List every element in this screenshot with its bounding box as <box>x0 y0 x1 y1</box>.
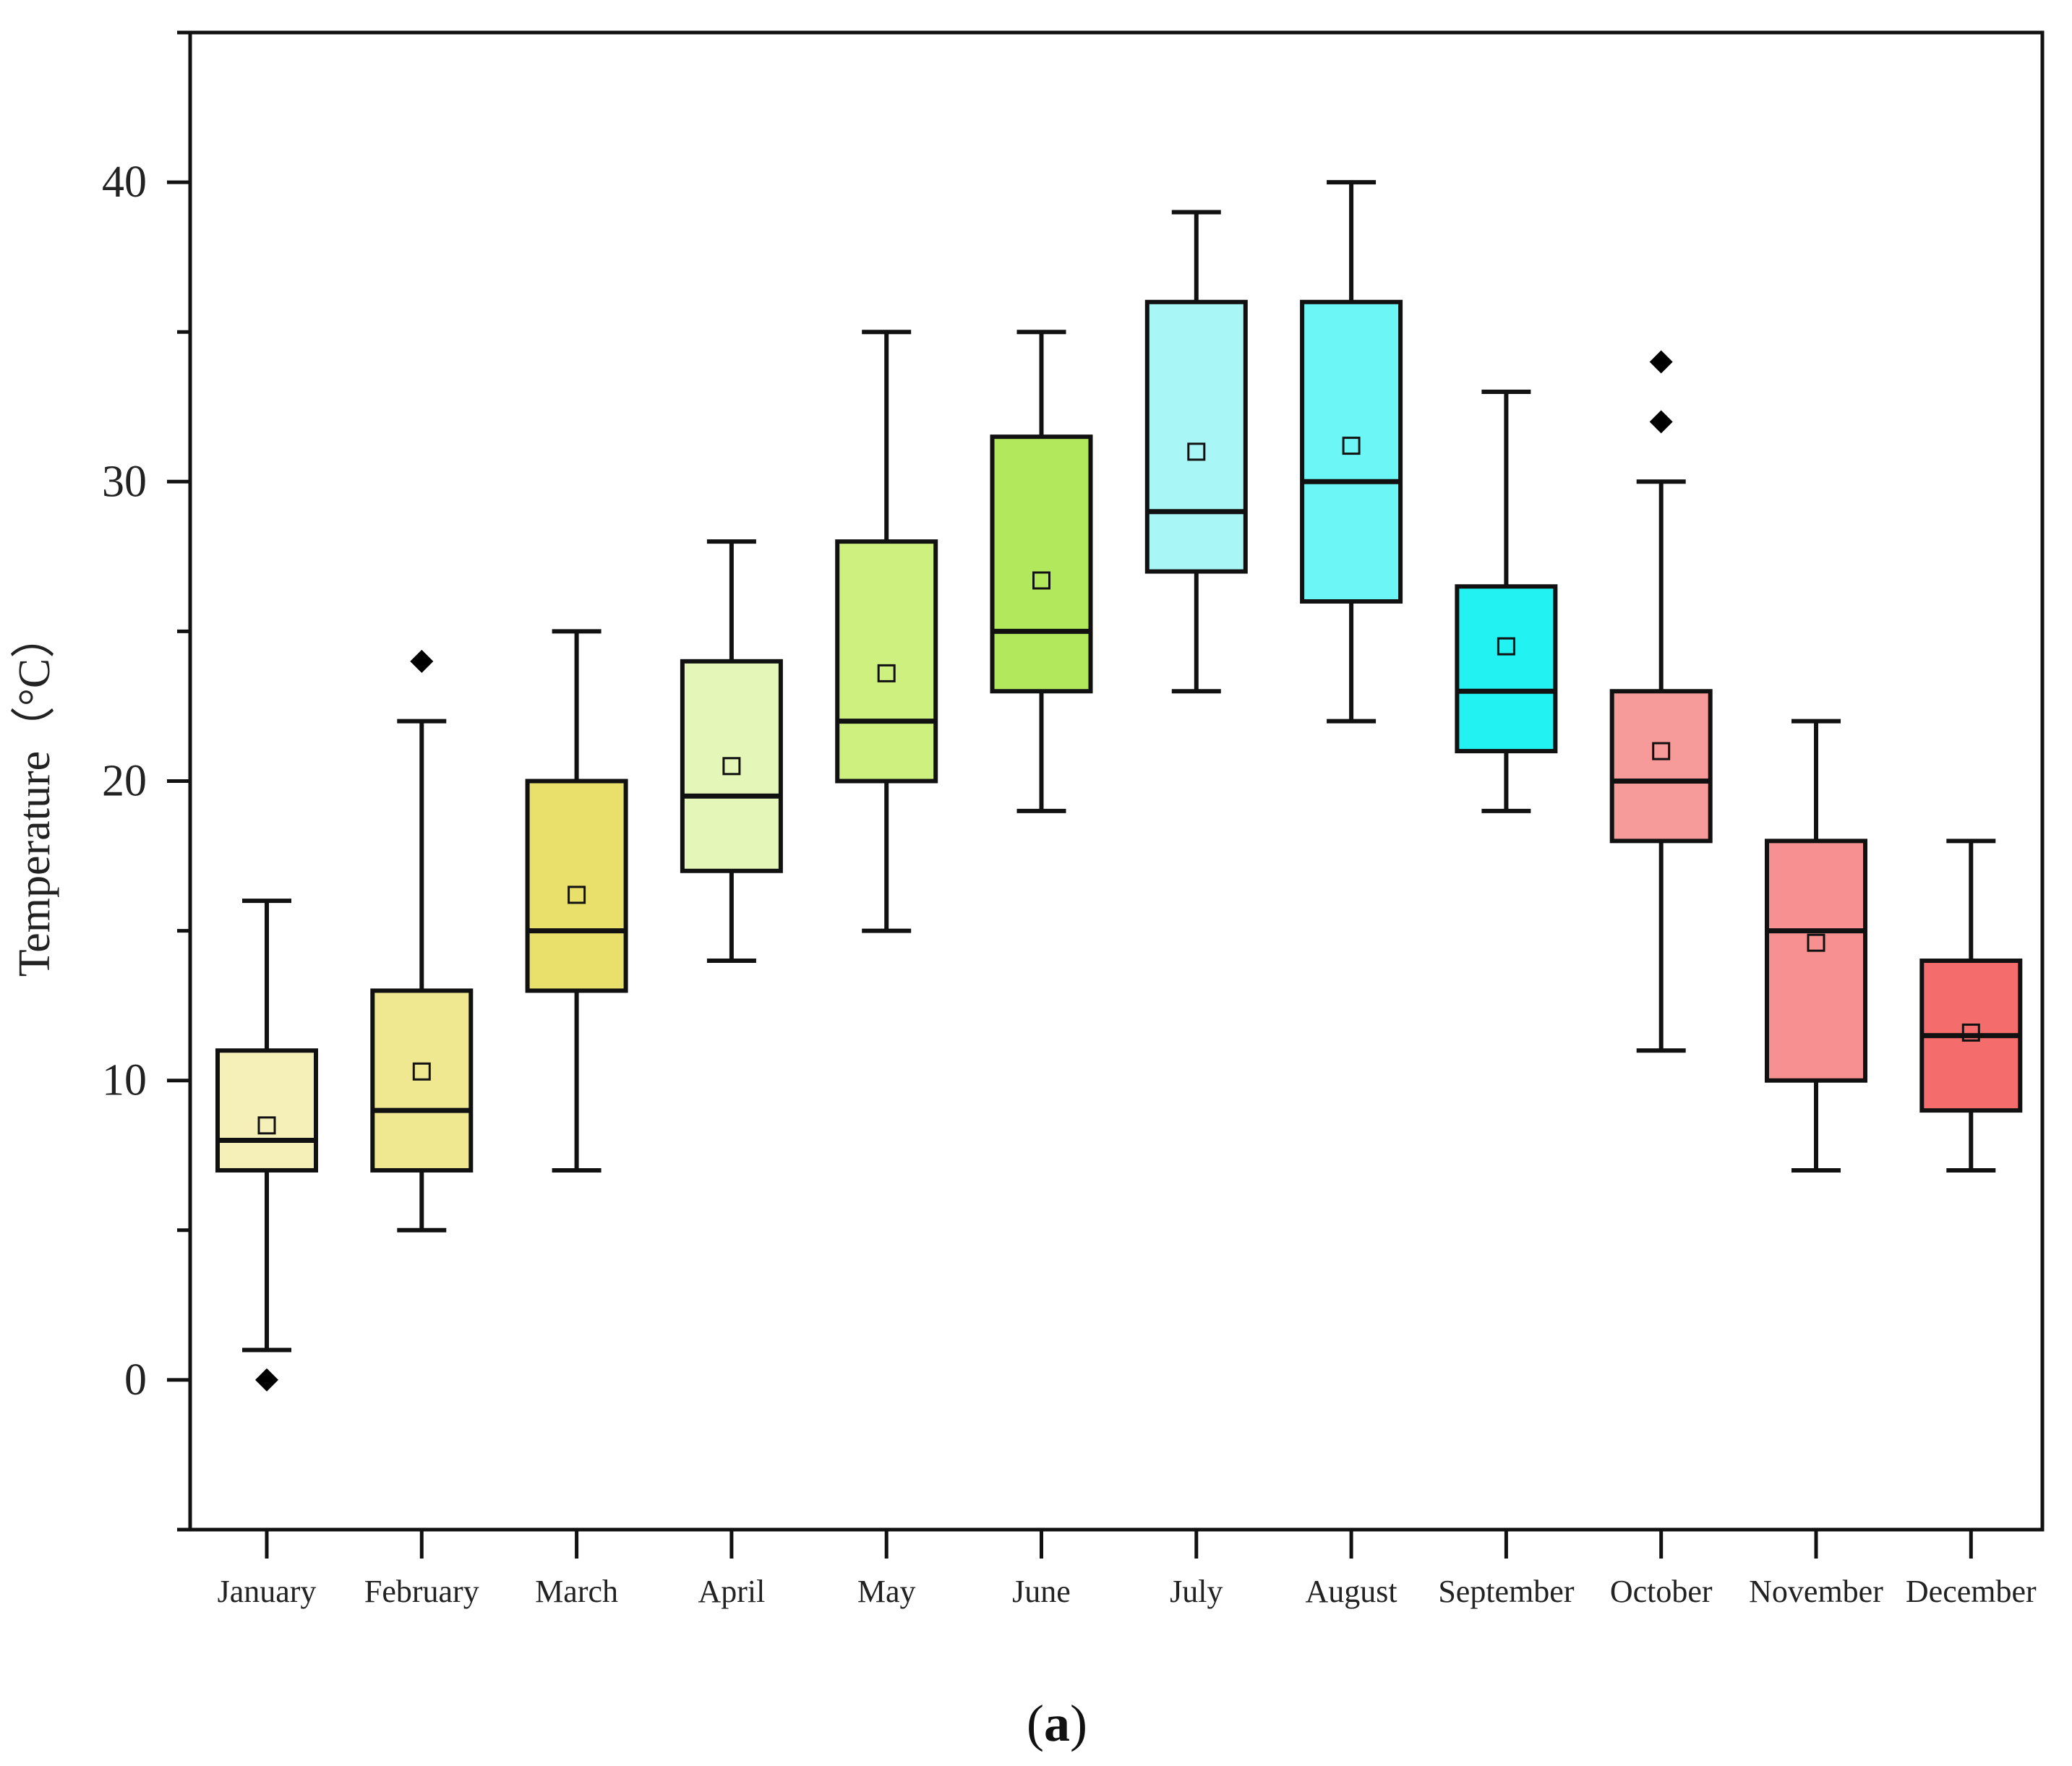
y-tick-label: 40 <box>102 158 147 207</box>
mean-marker <box>1187 442 1206 461</box>
x-tick-label: December <box>1906 1574 2037 1609</box>
plot-frame <box>188 30 2045 1532</box>
x-tick-label: June <box>1012 1574 1071 1609</box>
box-group-january <box>215 899 318 1392</box>
iqr-box <box>1765 839 1867 1083</box>
x-tick-label: July <box>1170 1574 1223 1609</box>
y-tick-label: 20 <box>102 757 147 806</box>
iqr-box <box>680 659 783 873</box>
mean-marker <box>1652 742 1671 760</box>
x-tick-label: September <box>1438 1574 1575 1609</box>
mean-marker <box>877 664 896 682</box>
mean-marker <box>257 1116 276 1135</box>
x-tick-label: October <box>1610 1574 1713 1609</box>
x-tick-label: January <box>218 1574 317 1609</box>
box-group-november <box>1765 719 1867 1173</box>
x-tick-label: November <box>1749 1574 1883 1609</box>
box-group-february <box>370 649 474 1233</box>
x-tick-label: August <box>1306 1574 1397 1609</box>
mean-marker <box>1342 437 1361 455</box>
mean-marker <box>412 1062 431 1081</box>
y-axis-label: Temperature（°C） <box>10 614 59 977</box>
box-group-june <box>990 330 1093 813</box>
box-group-july <box>1144 210 1248 694</box>
mean-marker <box>1961 1023 1980 1042</box>
box-group-october <box>1609 350 1713 1053</box>
iqr-box <box>215 1048 318 1173</box>
y-tick-label: 10 <box>102 1056 147 1105</box>
iqr-box <box>990 434 1093 694</box>
caption-letter: a <box>1044 1694 1070 1752</box>
box-group-august <box>1300 180 1403 724</box>
y-tick-label: 0 <box>124 1355 147 1405</box>
box-group-december <box>1919 839 2023 1173</box>
iqr-box <box>1609 689 1713 844</box>
outlier-point <box>1649 350 1673 374</box>
box-group-march <box>525 629 628 1173</box>
caption-close-paren: ) <box>1070 1694 1087 1752</box>
caption-open-paren: ( <box>1027 1694 1044 1752</box>
outlier-point <box>410 649 434 673</box>
box-group-april <box>680 539 783 964</box>
mean-marker <box>1807 933 1825 952</box>
plot-area <box>215 180 2023 1392</box>
box-group-may <box>835 330 938 933</box>
box-group-september <box>1455 390 1558 813</box>
iqr-box <box>1300 299 1403 604</box>
iqr-box <box>835 539 938 784</box>
iqr-box <box>1455 584 1558 754</box>
mean-marker <box>568 886 586 904</box>
mean-marker <box>722 757 741 776</box>
outlier-point <box>255 1368 278 1392</box>
axes: 0 10 20 30 40 January February March April May Jun… <box>102 30 2045 1609</box>
outlier-point <box>1649 410 1673 434</box>
iqr-box <box>1144 299 1248 574</box>
x-tick-label: May <box>857 1574 916 1609</box>
mean-marker <box>1032 571 1050 590</box>
x-tick-label: February <box>364 1574 479 1609</box>
figure-caption: (a) <box>1027 1694 1087 1752</box>
y-tick-label: 30 <box>102 457 147 506</box>
x-tick-label: April <box>698 1574 765 1609</box>
x-tick-label: March <box>535 1574 618 1609</box>
mean-marker <box>1497 637 1515 656</box>
iqr-box <box>525 779 628 993</box>
